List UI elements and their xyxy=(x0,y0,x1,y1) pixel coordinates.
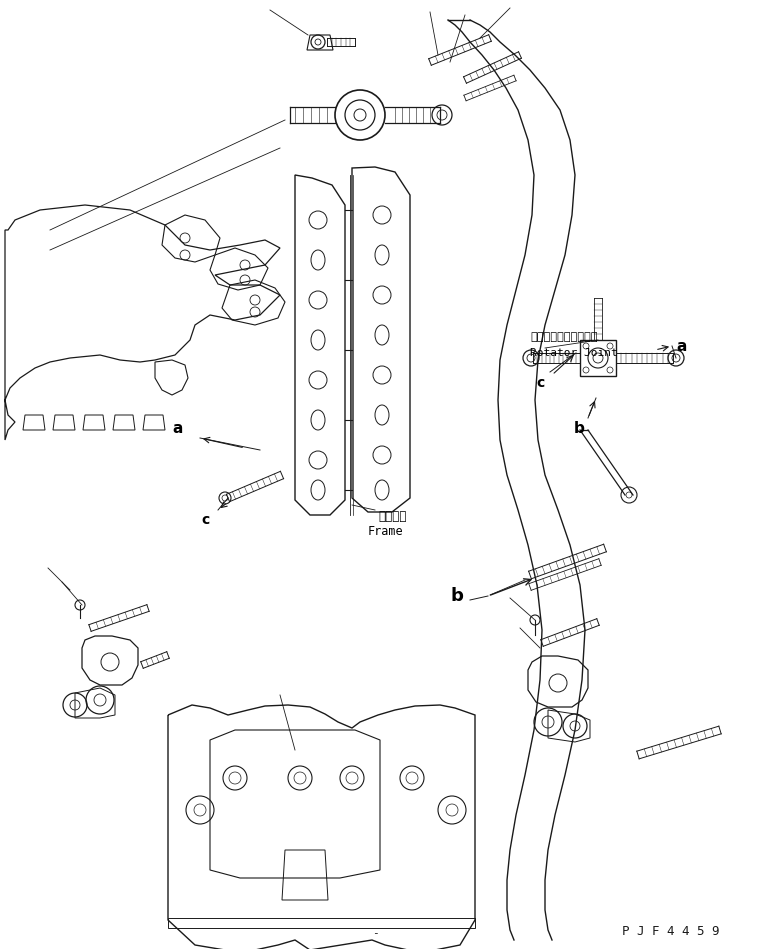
Text: c: c xyxy=(536,376,545,390)
Text: a: a xyxy=(173,420,183,436)
Text: b: b xyxy=(574,420,585,436)
Text: c: c xyxy=(201,513,209,527)
Text: a: a xyxy=(676,339,687,353)
Text: フレーム: フレーム xyxy=(378,510,406,523)
Text: Frame: Frame xyxy=(368,525,404,538)
Text: b: b xyxy=(450,587,463,605)
Text: -: - xyxy=(372,928,379,938)
Text: P J F 4 4 5 9: P J F 4 4 5 9 xyxy=(623,925,720,938)
Text: ローテータジョイント: ローテータジョイント xyxy=(530,332,597,342)
Text: Rotator Joint: Rotator Joint xyxy=(530,348,618,358)
